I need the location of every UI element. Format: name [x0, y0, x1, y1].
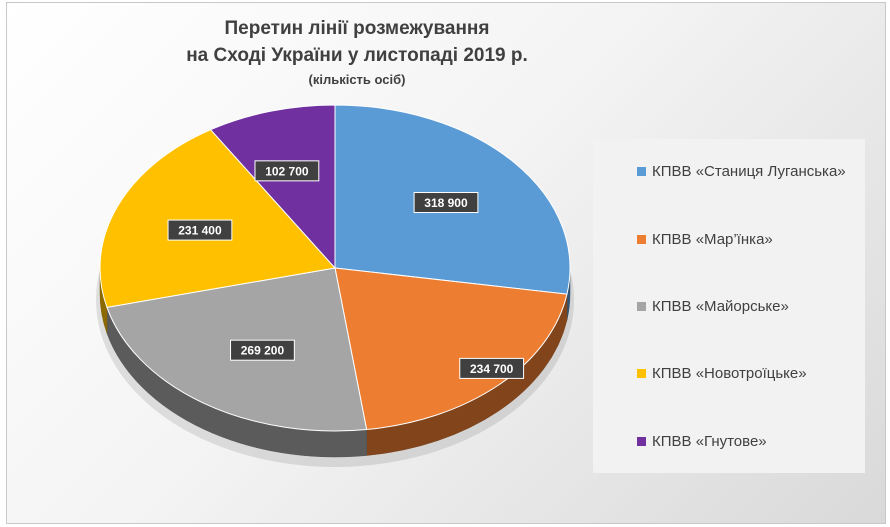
data-label: 231 400: [167, 219, 233, 241]
legend: КПВВ «Станиця Луганська» КПВВ «Мар’їнка»…: [593, 139, 865, 473]
data-label-text: 231 400: [178, 224, 222, 238]
pie-slice: [209, 104, 336, 270]
legend-swatch: [637, 167, 646, 176]
pie-slice: [99, 129, 336, 308]
data-label-box: [413, 192, 479, 214]
pie-chart: 318 900 234 700 269 200 231 400 102 700: [96, 104, 574, 467]
legend-item: КПВВ «Новотроїцьке»: [637, 365, 807, 382]
chart-title: Перетин лінії розмежування: [224, 18, 490, 39]
chart-area: Перетин лінії розмежування на Сході Укра…: [6, 2, 886, 524]
legend-label: КПВВ «Мар’їнка»: [652, 231, 773, 248]
legend-label: КПВВ «Гнутове»: [652, 433, 767, 450]
legend-swatch: [637, 437, 646, 446]
data-label-text: 318 900: [424, 196, 468, 210]
legend-item: КПВВ «Мар’їнка»: [637, 231, 773, 248]
chart-title-line-2: на Сході України у листопаді 2019 р.: [186, 45, 528, 66]
legend-swatch: [637, 369, 646, 378]
data-label: 102 700: [254, 160, 320, 182]
data-label-text: 269 200: [241, 344, 285, 358]
legend-label: КПВВ «Станиця Луганська»: [652, 163, 846, 180]
pie-slice: [334, 267, 568, 431]
legend-item: КПВВ «Станиця Луганська»: [637, 163, 846, 180]
data-label-box: [230, 339, 295, 361]
legend-label: КПВВ «Майорське»: [652, 298, 789, 315]
data-label-box: [459, 357, 525, 379]
legend-item: КПВВ «Майорське»: [637, 298, 789, 315]
chart-subtitle: (кількість осіб): [308, 72, 406, 87]
data-label-box: [254, 160, 320, 182]
data-label-text: 102 700: [265, 164, 309, 178]
data-label-box: [167, 219, 233, 241]
data-label: 234 700: [459, 357, 525, 379]
legend-label: КПВВ «Новотроїцьке»: [652, 365, 807, 382]
legend-item: КПВВ «Гнутове»: [637, 433, 767, 450]
data-label: 318 900: [413, 192, 479, 214]
data-label: 269 200: [230, 339, 295, 361]
legend-swatch: [637, 235, 646, 244]
data-label-text: 234 700: [470, 362, 514, 376]
legend-swatch: [637, 302, 646, 311]
chart-title-block: Перетин лінії розмежування на Сході Укра…: [7, 15, 707, 91]
